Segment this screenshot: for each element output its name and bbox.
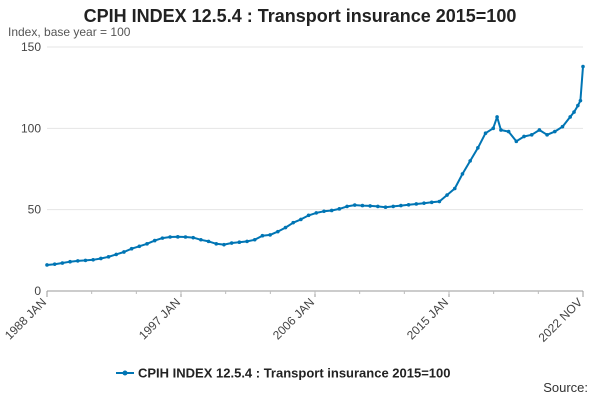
data-point xyxy=(68,259,72,264)
data-point xyxy=(268,233,272,237)
data-point xyxy=(229,241,234,245)
data-point xyxy=(145,242,149,246)
legend-marker xyxy=(122,370,128,376)
data-point xyxy=(581,64,585,69)
data-point xyxy=(376,204,380,209)
data-point xyxy=(75,259,80,263)
series-layer xyxy=(45,64,585,267)
data-point xyxy=(529,133,534,137)
data-point xyxy=(414,202,419,206)
data-point xyxy=(452,186,457,191)
y-tick-label: 0 xyxy=(34,284,41,298)
data-point xyxy=(429,200,434,205)
legend[interactable]: CPIH INDEX 12.5.4 : Transport insurance … xyxy=(116,366,451,381)
data-point xyxy=(337,207,342,211)
data-point xyxy=(514,139,519,144)
y-tick-label: 100 xyxy=(21,121,41,135)
chart-title: CPIH INDEX 12.5.4 : Transport insurance … xyxy=(83,6,517,26)
y-axis-label: Index, base year = 100 xyxy=(8,25,131,39)
data-point xyxy=(314,211,319,215)
data-point xyxy=(191,235,195,240)
data-point xyxy=(352,203,357,207)
data-point xyxy=(276,229,280,234)
data-point xyxy=(45,263,49,267)
data-point xyxy=(99,256,103,261)
data-point xyxy=(345,204,349,209)
data-point xyxy=(391,204,396,209)
data-point xyxy=(491,126,496,131)
series-line xyxy=(46,66,584,266)
y-axis-ticks: 0 50 100 150 xyxy=(21,40,41,298)
data-point xyxy=(91,257,95,262)
data-point xyxy=(214,242,219,246)
data-point xyxy=(499,128,503,132)
data-point xyxy=(175,235,180,239)
data-point xyxy=(168,235,172,239)
data-point xyxy=(183,235,188,239)
data-point xyxy=(368,204,372,208)
data-point xyxy=(137,244,142,249)
data-point xyxy=(476,146,480,150)
data-point xyxy=(495,115,499,119)
data-point xyxy=(206,239,211,244)
data-point xyxy=(506,129,511,134)
data-point xyxy=(291,220,296,225)
data-point xyxy=(437,199,442,204)
data-point xyxy=(106,255,111,259)
data-point xyxy=(222,242,226,247)
data-point xyxy=(445,193,449,197)
data-point xyxy=(422,201,426,205)
data-point xyxy=(122,250,126,254)
data-point xyxy=(299,217,303,222)
data-point xyxy=(522,134,526,139)
data-point xyxy=(60,261,65,265)
data-point xyxy=(83,258,88,263)
data-point xyxy=(552,129,557,134)
data-point xyxy=(322,209,326,214)
data-point xyxy=(329,208,334,213)
data-point xyxy=(578,98,583,103)
data-point xyxy=(468,159,472,163)
data-point xyxy=(568,115,572,119)
data-point xyxy=(260,233,265,238)
data-point xyxy=(129,246,134,251)
data-point xyxy=(576,103,580,108)
data-point xyxy=(283,225,288,230)
y-tick-label: 50 xyxy=(28,203,42,217)
data-point xyxy=(245,239,249,244)
x-tick-label: 1997 JAN xyxy=(136,295,183,342)
x-tick-label: 2022 NOV xyxy=(536,295,586,345)
data-point xyxy=(406,202,411,207)
x-tick-label: 2006 JAN xyxy=(270,295,317,342)
data-point xyxy=(545,133,549,137)
data-point xyxy=(483,131,488,136)
y-tick-label: 150 xyxy=(21,40,41,54)
data-point xyxy=(383,205,388,210)
data-point xyxy=(252,237,257,242)
data-point xyxy=(306,213,311,218)
source-label: Source: xyxy=(543,380,588,395)
x-tick-label: 1988 JAN xyxy=(2,295,49,342)
data-point xyxy=(52,262,57,266)
data-point xyxy=(560,124,565,129)
grid-lines xyxy=(47,46,583,292)
data-point xyxy=(572,110,576,114)
data-point xyxy=(537,128,542,132)
data-point xyxy=(237,240,242,244)
data-point xyxy=(152,238,157,243)
data-point xyxy=(460,172,465,176)
data-point xyxy=(399,203,403,208)
x-tick-label: 2015 JAN xyxy=(404,295,451,342)
legend-label[interactable]: CPIH INDEX 12.5.4 : Transport insurance … xyxy=(138,366,451,381)
data-point xyxy=(160,236,165,240)
data-point xyxy=(199,237,203,242)
x-axis: 1988 JAN 1997 JAN 2006 JAN 2015 JAN 2022 NOV xyxy=(2,290,586,345)
data-point xyxy=(360,203,365,208)
data-point xyxy=(114,252,119,257)
